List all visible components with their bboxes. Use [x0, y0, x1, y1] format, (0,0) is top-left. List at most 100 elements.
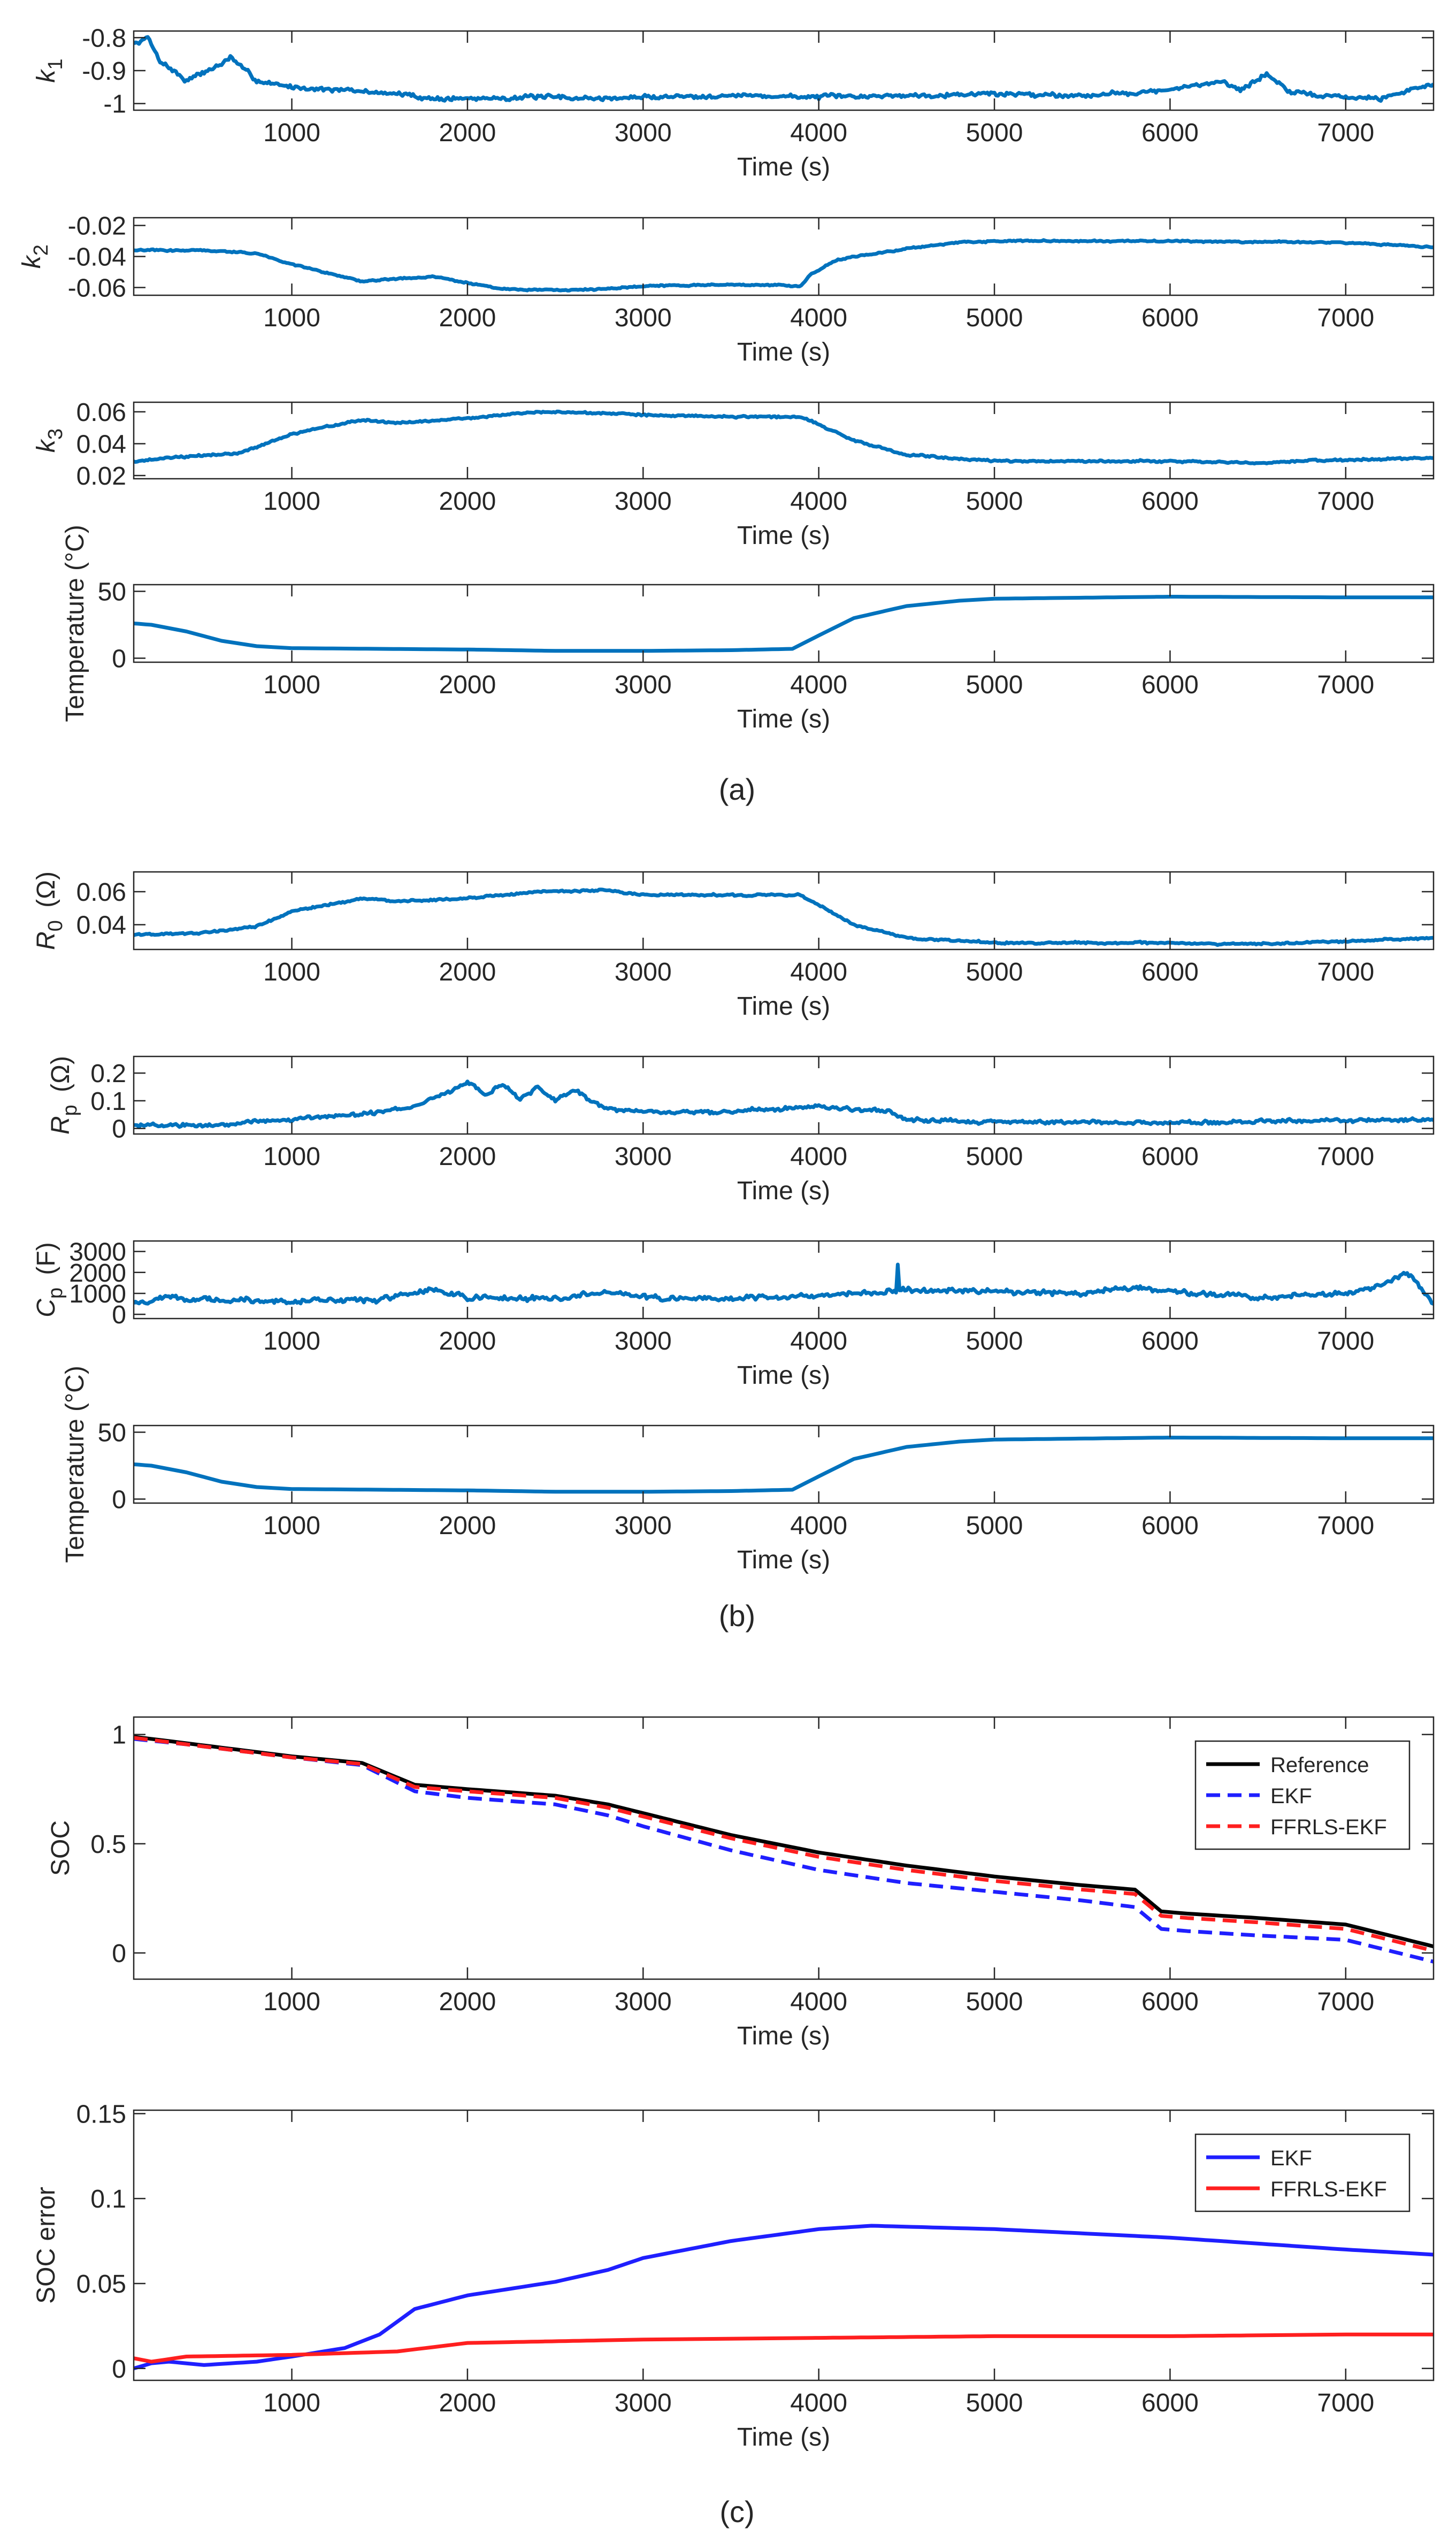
series-line-k2 — [134, 238, 1434, 293]
x-tick-label: 5000 — [966, 119, 1023, 147]
x-tick-label: 4000 — [790, 1327, 847, 1355]
chart-temp_b: 1000 2000 3000 4000 5000 6000 7000 0 50 Time (s) T… — [61, 1366, 1435, 1574]
series-line-k3 — [134, 409, 1434, 466]
x-axis-label: Time (s) — [737, 705, 830, 733]
x-tick-label: 1000 — [263, 671, 320, 699]
x-tick-label: 3000 — [615, 1988, 672, 2016]
axes-box — [133, 871, 1435, 951]
x-tick-label: 5000 — [966, 1143, 1023, 1171]
y-label-subscript: 1 — [44, 58, 67, 70]
y-axis-label: SOC error — [32, 2187, 60, 2304]
x-tick-label: 1000 — [263, 119, 320, 147]
series-group — [134, 2224, 1434, 2371]
x-tick-label: 3000 — [615, 1327, 672, 1355]
legend-box — [1194, 1740, 1411, 1850]
y-tick-label: 0 — [112, 2355, 126, 2384]
y-tick-label: 0.06 — [76, 399, 126, 427]
axes-box — [133, 584, 1435, 663]
x-tick-label: 3000 — [615, 2389, 672, 2417]
chart-k2: 1000 2000 3000 4000 5000 6000 7000 -0.06-0.04-0… — [18, 212, 1435, 366]
x-tick-label: 2000 — [439, 119, 496, 147]
x-tick-label: 4000 — [790, 958, 847, 986]
y-tick-label: 0 — [112, 645, 126, 673]
y-tick-label: 0 — [112, 1115, 126, 1144]
chart-k3: 1000 2000 3000 4000 5000 6000 7000 0.02 0.04 0.06… — [32, 399, 1435, 550]
y-tick-label: 0.15 — [76, 2100, 126, 2128]
x-axis-label: Time (s) — [737, 2423, 830, 2451]
x-tick-label: 7000 — [1317, 671, 1374, 699]
x-tick-label: 2000 — [439, 2389, 496, 2417]
y-tick-label: 0.5 — [90, 1830, 126, 1859]
x-tick-label: 2000 — [439, 304, 496, 332]
x-tick-label: 7000 — [1317, 958, 1374, 986]
y-axis-label: k1 — [32, 58, 67, 82]
panel-label-c: (c) — [719, 2495, 754, 2529]
y-tick-label: 50 — [98, 1419, 126, 1447]
y-axis-label: Cp (F) — [32, 1242, 67, 1317]
panel-label-a: (a) — [719, 772, 755, 806]
y-tick-label: 3000 — [69, 1238, 126, 1267]
x-tick-label: 4000 — [790, 487, 847, 516]
x-tick-label: 3000 — [615, 487, 672, 516]
series-group — [134, 35, 1434, 103]
x-tick-label: 1000 — [263, 2389, 320, 2417]
x-tick-label: 2000 — [439, 958, 496, 986]
chart-soc: 1000 2000 3000 4000 5000 6000 7000 0 0.5 1 Time (s… — [47, 1716, 1435, 2050]
y-label-symbol: k — [32, 438, 60, 453]
charts-layer: 1000 2000 3000 4000 5000 6000 7000-1-0.9-0.8Ti… — [18, 24, 1435, 2451]
y-tick-label: 0.06 — [76, 878, 126, 907]
x-tick-label: 3000 — [615, 119, 672, 147]
y-axis-label: R0 (Ω) — [32, 871, 67, 950]
y-axis-label: k3 — [32, 428, 67, 453]
y-label-subscript: 2 — [30, 244, 52, 256]
x-axis-label: Time (s) — [737, 522, 830, 550]
y-tick-label: -0.9 — [82, 57, 126, 86]
y-tick-label: 0 — [112, 1940, 126, 1968]
series-group — [134, 1735, 1434, 1964]
x-tick-label: 2000 — [439, 671, 496, 699]
x-tick-label: 7000 — [1317, 1988, 1374, 2016]
legend-label-reference: Reference — [1270, 1753, 1369, 1777]
x-tick-label: 6000 — [1141, 2389, 1199, 2417]
x-axis-label: Time (s) — [737, 1546, 830, 1574]
series-group — [134, 595, 1434, 653]
x-axis-label: Time (s) — [737, 992, 830, 1021]
legend: Reference EKF FFRLS-EKF — [1194, 1740, 1411, 1850]
y-tick-label: 0.02 — [76, 462, 126, 491]
y-tick-label: 0.04 — [76, 911, 126, 940]
x-tick-label: 6000 — [1141, 119, 1199, 147]
legend-label-ekf: EKF — [1270, 1784, 1312, 1808]
y-tick-label: 0 — [112, 1301, 126, 1329]
y-tick-label: 0.2 — [90, 1060, 126, 1088]
y-tick-label: 2000 — [69, 1259, 126, 1288]
x-tick-label: 3000 — [615, 304, 672, 332]
x-tick-label: 2000 — [439, 1512, 496, 1540]
y-label-symbol: k — [18, 254, 46, 269]
x-tick-label: 7000 — [1317, 119, 1374, 147]
x-tick-label: 5000 — [966, 487, 1023, 516]
x-tick-label: 4000 — [790, 1512, 847, 1540]
x-tick-label: 7000 — [1317, 487, 1374, 516]
x-tick-label: 6000 — [1141, 1988, 1199, 2016]
x-tick-label: 1000 — [263, 1512, 320, 1540]
x-tick-label: 6000 — [1141, 1327, 1199, 1355]
x-axis-label: Time (s) — [737, 2022, 830, 2050]
x-tick-label: 2000 — [439, 1988, 496, 2016]
x-tick-label: 1000 — [263, 1327, 320, 1355]
x-tick-label: 6000 — [1141, 487, 1199, 516]
x-tick-label: 4000 — [790, 2389, 847, 2417]
y-tick-label: 0.1 — [90, 2185, 126, 2213]
series-line-ffrls-ekf — [134, 1736, 1434, 1953]
panel-label-b: (b) — [719, 1599, 755, 1633]
x-tick-label: 2000 — [439, 1327, 496, 1355]
x-tick-label: 5000 — [966, 1512, 1023, 1540]
series-group — [134, 238, 1434, 293]
x-axis-label: Time (s) — [737, 338, 830, 366]
chart-soc_error: 1000 2000 3000 4000 5000 6000 7000 0 0.05 0.1 0.15… — [32, 2100, 1435, 2451]
x-tick-label: 4000 — [790, 304, 847, 332]
x-tick-label: 7000 — [1317, 304, 1374, 332]
series-line-temp_a — [134, 595, 1434, 653]
y-label-unit: (Ω) — [32, 871, 60, 915]
y-label-unit: (Ω) — [47, 1056, 75, 1099]
